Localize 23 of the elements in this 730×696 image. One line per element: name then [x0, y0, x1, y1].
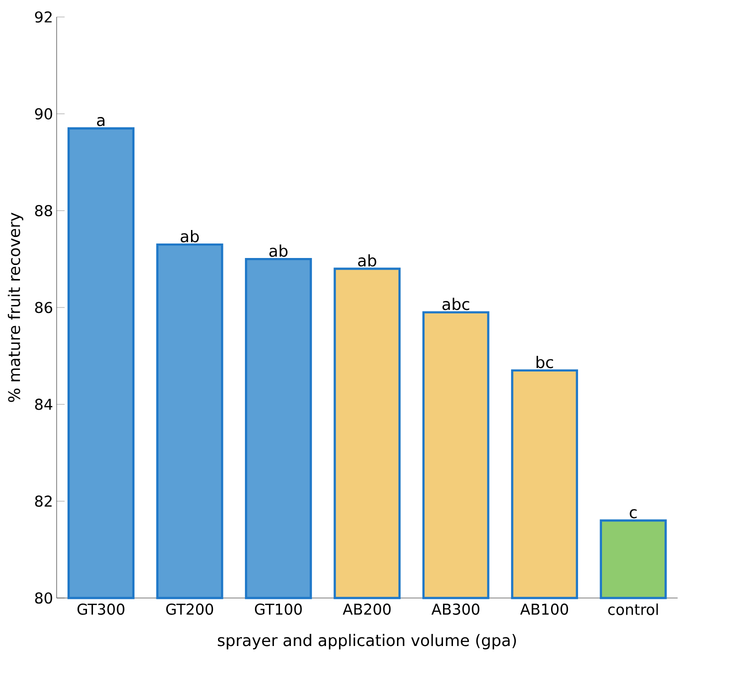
x-tick-label: AB300: [431, 604, 480, 615]
annotation: c: [630, 509, 637, 518]
annotation: abc: [442, 298, 470, 310]
y-tick-label: 90: [35, 108, 52, 120]
x-tick-label: GT100: [254, 604, 302, 615]
annotation: ab: [358, 254, 376, 267]
y-tick-label: 84: [35, 398, 52, 410]
annotation: ab: [269, 244, 288, 257]
x-tick-label: GT300: [77, 604, 124, 615]
x-tick-label: AB200: [342, 604, 391, 615]
x-tick-label: control: [608, 604, 658, 616]
x-tick-label: GT200: [166, 604, 214, 615]
x-tick-label: AB100: [520, 604, 568, 615]
y-tick-label: 86: [35, 302, 52, 314]
annotation: a: [97, 117, 104, 126]
y-tick-label: 80: [35, 592, 52, 604]
y-tick-label: 92: [35, 11, 52, 23]
x-axis-title: sprayer and application volume (gpa): [218, 634, 516, 650]
y-tick-label: 88: [35, 205, 52, 216]
y-tick-label: 82: [35, 496, 52, 507]
annotation: ab: [180, 230, 199, 242]
annotation: bc: [536, 356, 554, 368]
y-axis-title: % mature fruit recovery: [8, 212, 24, 402]
